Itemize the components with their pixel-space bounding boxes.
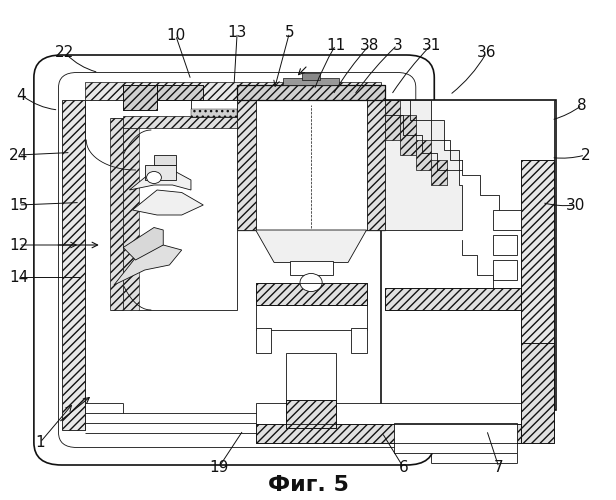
Bar — [286, 400, 336, 427]
Bar — [256, 424, 521, 442]
Polygon shape — [132, 190, 203, 215]
Bar — [256, 328, 271, 352]
Bar — [256, 305, 367, 330]
Bar — [286, 400, 336, 427]
Bar — [521, 342, 554, 442]
Bar — [367, 100, 385, 230]
Text: 31: 31 — [421, 38, 441, 52]
Text: 22: 22 — [55, 45, 75, 60]
Text: 5: 5 — [285, 25, 294, 40]
Bar — [493, 210, 521, 230]
Text: 2: 2 — [580, 148, 590, 162]
Bar — [283, 78, 339, 85]
Text: 30: 30 — [566, 198, 586, 212]
Bar — [157, 85, 203, 100]
Bar — [385, 288, 521, 310]
Bar — [110, 118, 123, 310]
Text: 7: 7 — [494, 460, 504, 475]
Bar — [431, 160, 447, 185]
Text: 10: 10 — [166, 28, 185, 42]
Text: Фиг. 5: Фиг. 5 — [267, 475, 349, 495]
Bar — [145, 165, 176, 180]
Text: 8: 8 — [577, 98, 587, 112]
Text: 19: 19 — [209, 460, 229, 475]
Bar — [237, 85, 385, 100]
Bar — [85, 82, 381, 100]
Text: 6: 6 — [399, 460, 408, 475]
Polygon shape — [256, 230, 367, 262]
Text: 12: 12 — [9, 238, 28, 252]
Bar — [237, 100, 256, 230]
Bar — [191, 100, 237, 117]
Bar — [521, 342, 554, 442]
Bar — [256, 282, 367, 305]
Bar — [191, 109, 237, 117]
Bar — [256, 402, 521, 425]
Bar — [62, 100, 85, 430]
Bar — [381, 100, 556, 410]
Polygon shape — [129, 170, 191, 190]
Bar — [521, 395, 554, 435]
Bar — [157, 85, 203, 100]
Bar — [290, 261, 333, 275]
Text: 36: 36 — [477, 45, 496, 60]
Text: 38: 38 — [360, 38, 379, 52]
Bar — [111, 118, 237, 310]
Bar — [493, 260, 517, 280]
Polygon shape — [123, 228, 163, 260]
Bar — [521, 160, 554, 400]
Bar — [256, 100, 367, 230]
Bar — [493, 235, 517, 255]
Text: 24: 24 — [9, 148, 28, 162]
Bar — [256, 282, 367, 305]
FancyBboxPatch shape — [34, 55, 434, 465]
Bar — [394, 422, 517, 452]
Text: 14: 14 — [9, 270, 28, 285]
Text: 15: 15 — [9, 198, 28, 212]
Text: 4: 4 — [17, 88, 26, 102]
Polygon shape — [114, 245, 182, 285]
Bar — [237, 85, 385, 100]
Text: 1: 1 — [35, 435, 45, 450]
Bar — [286, 352, 336, 403]
Bar — [521, 395, 554, 435]
Bar — [123, 128, 139, 310]
Bar — [123, 116, 237, 128]
Bar — [416, 140, 431, 170]
Bar — [302, 72, 320, 80]
Text: 11: 11 — [326, 38, 346, 52]
FancyBboxPatch shape — [59, 72, 416, 448]
Bar — [123, 85, 157, 110]
Bar — [385, 288, 521, 310]
Polygon shape — [385, 100, 462, 230]
Bar — [256, 424, 521, 442]
Text: 13: 13 — [227, 25, 247, 40]
Bar — [123, 85, 157, 110]
Circle shape — [147, 172, 161, 183]
Text: 3: 3 — [392, 38, 402, 52]
Circle shape — [300, 274, 322, 291]
Bar — [400, 115, 416, 155]
Bar — [154, 155, 176, 165]
Bar — [385, 100, 400, 140]
Bar — [521, 160, 554, 400]
Bar — [351, 328, 367, 352]
